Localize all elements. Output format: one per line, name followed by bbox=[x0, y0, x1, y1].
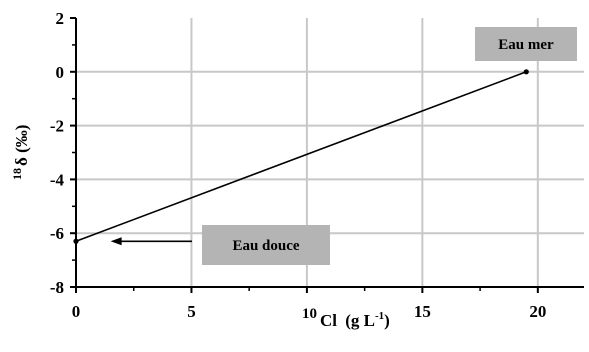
x-tick-label: 0 bbox=[72, 302, 81, 321]
annotation-box bbox=[475, 27, 577, 61]
y-tick-label: -4 bbox=[50, 170, 65, 189]
annotation-label: Eau douce bbox=[232, 238, 299, 254]
x-tick-label: 5 bbox=[187, 302, 196, 321]
annotation-arrowhead bbox=[110, 237, 122, 246]
y-tick-label: -8 bbox=[50, 278, 64, 297]
annotation-box bbox=[202, 225, 330, 265]
data-point bbox=[523, 69, 529, 75]
y-tick-label: -2 bbox=[50, 117, 64, 136]
data-point bbox=[73, 238, 79, 244]
y-axis-title: 18δ (‰) bbox=[10, 125, 31, 180]
series bbox=[73, 69, 529, 244]
y-tick-label: -6 bbox=[50, 224, 64, 243]
series-line bbox=[75, 71, 527, 243]
x-axis-title: 10 Cl (g L-1) bbox=[302, 306, 390, 330]
y-tick-label: 0 bbox=[56, 63, 65, 82]
annotation-label: Eau mer bbox=[498, 37, 554, 53]
y-tick-label: 2 bbox=[56, 9, 65, 28]
x-tick-label: 15 bbox=[414, 302, 431, 321]
x-tick-label: 20 bbox=[529, 302, 546, 321]
annotations: Eau mer Eau douce bbox=[110, 27, 577, 265]
